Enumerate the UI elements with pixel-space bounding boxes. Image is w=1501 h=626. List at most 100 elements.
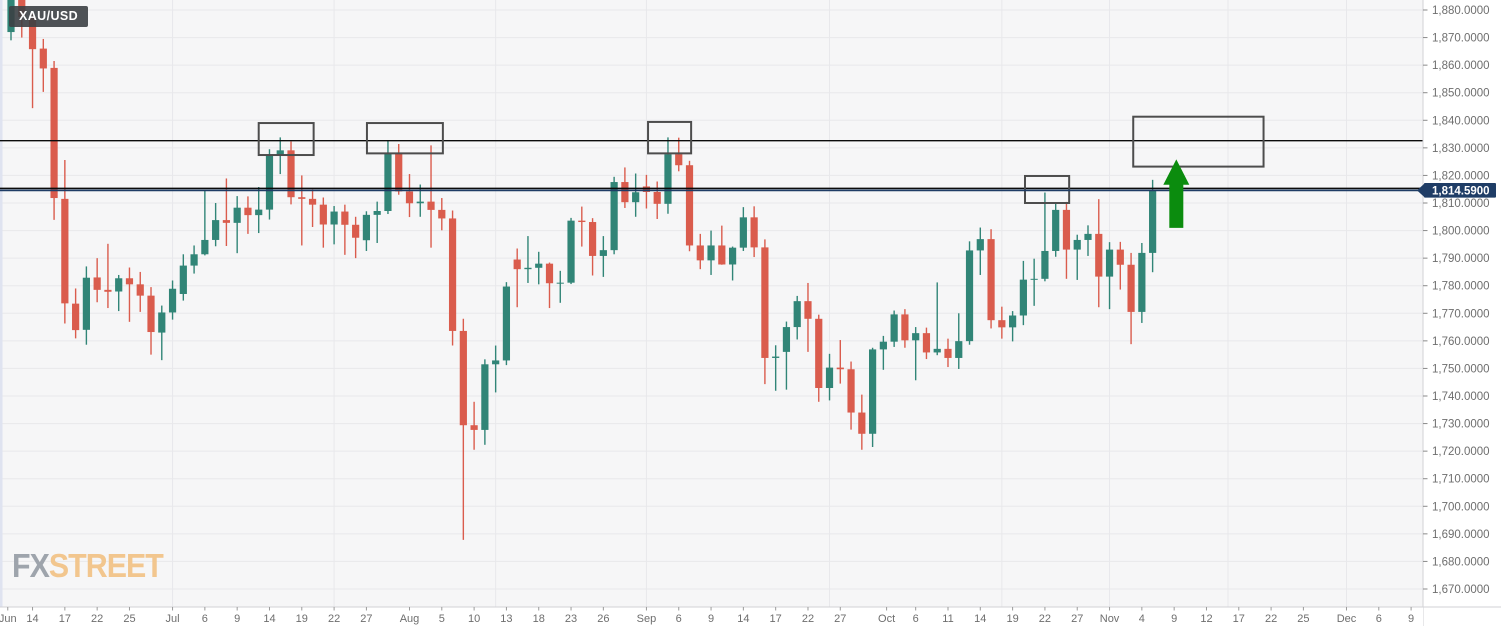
candlestick <box>1073 234 1081 280</box>
candlestick <box>707 230 715 275</box>
time-axis-label: 6 <box>1376 613 1382 625</box>
candlestick <box>772 345 780 391</box>
candlestick <box>287 141 295 205</box>
candlestick <box>362 211 371 251</box>
candlestick <box>115 274 123 312</box>
plot-area[interactable] <box>0 0 1423 607</box>
candlestick <box>545 262 554 309</box>
candlestick <box>373 201 381 243</box>
candlestick <box>179 254 187 301</box>
time-axis-label: 25 <box>123 613 135 625</box>
price-axis-label: 1,860.0000 <box>1432 60 1490 72</box>
candlestick <box>1009 311 1017 342</box>
time-axis-label: 22 <box>1039 613 1051 625</box>
time-axis-label: 5 <box>439 613 445 625</box>
candlestick <box>535 251 543 285</box>
candlestick <box>815 314 823 402</box>
candlestick <box>901 309 909 348</box>
time-axis-label: 25 <box>1297 613 1309 625</box>
candlestick <box>804 282 812 352</box>
time-axis-label: 9 <box>708 613 714 625</box>
time-axis-label: 14 <box>26 613 38 625</box>
up-arrow-annotation[interactable] <box>1163 159 1190 228</box>
candlestick <box>459 318 467 540</box>
candlestick <box>1095 199 1103 308</box>
price-axis-label: 1,690.0000 <box>1432 529 1490 541</box>
time-axis-label: 14 <box>974 613 986 625</box>
time-axis-label: 27 <box>1071 613 1083 625</box>
time-axis-label: 11 <box>942 613 953 625</box>
candlestick <box>93 258 101 303</box>
symbol-badge: XAU/USD <box>9 6 89 27</box>
time-axis-label: 9 <box>234 613 240 625</box>
candlestick <box>61 159 69 324</box>
candlestick <box>168 280 177 320</box>
candlestick <box>1030 258 1038 306</box>
candlestick <box>481 359 489 445</box>
time-axis-label: 22 <box>91 613 103 625</box>
candlestick <box>524 236 532 283</box>
time-axis-label: 6 <box>676 613 682 625</box>
candlestick <box>28 13 37 109</box>
candlestick <box>1041 192 1049 282</box>
plot-left-edge <box>0 0 3 607</box>
candlestick <box>675 137 683 172</box>
candlestick <box>965 241 974 345</box>
price-axis-label: 1,770.0000 <box>1432 308 1490 320</box>
candlestick <box>879 335 887 370</box>
time-axis-label: 17 <box>770 613 782 625</box>
candlestick <box>330 206 338 245</box>
price-axis-label: 1,850.0000 <box>1432 88 1490 100</box>
candlestick <box>190 245 198 274</box>
candlestick <box>599 236 607 277</box>
candlestick <box>1138 242 1146 323</box>
time-axis-label: Sep <box>637 613 657 625</box>
resistance-box[interactable] <box>365 122 444 155</box>
candlestick <box>72 288 80 339</box>
candlestick <box>869 347 877 448</box>
candlestick <box>470 401 478 450</box>
candlestick <box>448 210 457 346</box>
time-axis-label: 27 <box>360 613 372 625</box>
candlestick <box>341 204 349 255</box>
price-axis[interactable] <box>1423 0 1501 626</box>
price-axis-label: 1,800.0000 <box>1432 226 1490 238</box>
candlestick <box>858 394 866 450</box>
candlestick <box>912 327 920 381</box>
candlestick <box>782 321 791 390</box>
time-axis-label: 14 <box>263 613 275 625</box>
candlestick <box>750 206 758 258</box>
time-axis-label: 19 <box>296 613 308 625</box>
candlestick <box>136 271 144 312</box>
time-axis-label: 17 <box>1233 613 1245 625</box>
price-axis-label: 1,870.0000 <box>1432 33 1490 45</box>
candlestick <box>933 282 941 356</box>
time-gridlines <box>172 0 1347 607</box>
candlestick <box>233 196 241 254</box>
candlestick <box>1084 225 1092 256</box>
time-axis[interactable] <box>0 607 1423 626</box>
time-axis-label: 6 <box>202 613 208 625</box>
time-axis-label: Nov <box>1100 613 1120 625</box>
price-axis-label: 1,740.0000 <box>1432 391 1490 403</box>
resistance-box[interactable] <box>647 120 693 155</box>
candlestick <box>125 267 134 322</box>
candlestick <box>513 248 521 308</box>
resistance-box[interactable] <box>1132 115 1265 168</box>
candlestick <box>793 295 801 340</box>
time-axis-labels: Jun 14 17 22 25 Jul 6 9 14 19 22 27 Aug 5 10 13 18 23 26 Se… <box>0 607 1414 625</box>
fxstreet-logo-street: STREET <box>48 547 164 585</box>
candlestick <box>728 246 737 281</box>
candlestick <box>825 353 834 401</box>
price-axis-label: 1,700.0000 <box>1432 501 1490 513</box>
candlestick <box>39 38 47 92</box>
resistance-box[interactable] <box>257 122 315 157</box>
candlestick <box>1019 260 1027 326</box>
time-axis-label: 26 <box>597 613 609 625</box>
price-axis-label: 1,710.0000 <box>1432 474 1490 486</box>
candlestick <box>718 225 726 265</box>
price-axis-label: 1,830.0000 <box>1432 143 1490 155</box>
time-axis-label: 22 <box>328 613 340 625</box>
candlestick <box>255 187 263 234</box>
